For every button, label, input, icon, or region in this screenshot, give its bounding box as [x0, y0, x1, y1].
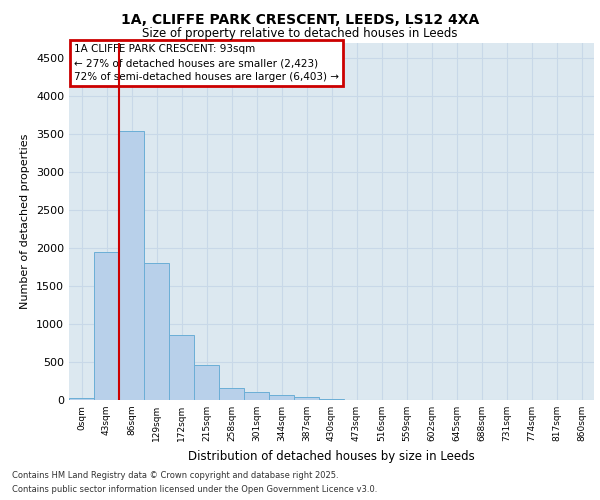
- Y-axis label: Number of detached properties: Number of detached properties: [20, 134, 31, 309]
- Bar: [244, 392, 269, 400]
- Text: Contains HM Land Registry data © Crown copyright and database right 2025.: Contains HM Land Registry data © Crown c…: [12, 470, 338, 480]
- Bar: [194, 365, 219, 400]
- Text: 1A, CLIFFE PARK CRESCENT, LEEDS, LS12 4XA: 1A, CLIFFE PARK CRESCENT, LEEDS, LS12 4X…: [121, 12, 479, 26]
- Text: Contains public sector information licensed under the Open Government Licence v3: Contains public sector information licen…: [12, 486, 377, 494]
- Text: Size of property relative to detached houses in Leeds: Size of property relative to detached ho…: [142, 28, 458, 40]
- Bar: [319, 399, 344, 400]
- Bar: [69, 398, 94, 400]
- Bar: [219, 388, 244, 400]
- Bar: [169, 336, 194, 400]
- Bar: [269, 396, 294, 400]
- Bar: [94, 252, 119, 400]
- X-axis label: Distribution of detached houses by size in Leeds: Distribution of detached houses by size …: [188, 450, 475, 462]
- Bar: [119, 132, 144, 400]
- Text: 1A CLIFFE PARK CRESCENT: 93sqm
← 27% of detached houses are smaller (2,423)
72% : 1A CLIFFE PARK CRESCENT: 93sqm ← 27% of …: [74, 44, 339, 82]
- Bar: [294, 397, 319, 400]
- Bar: [144, 263, 169, 400]
